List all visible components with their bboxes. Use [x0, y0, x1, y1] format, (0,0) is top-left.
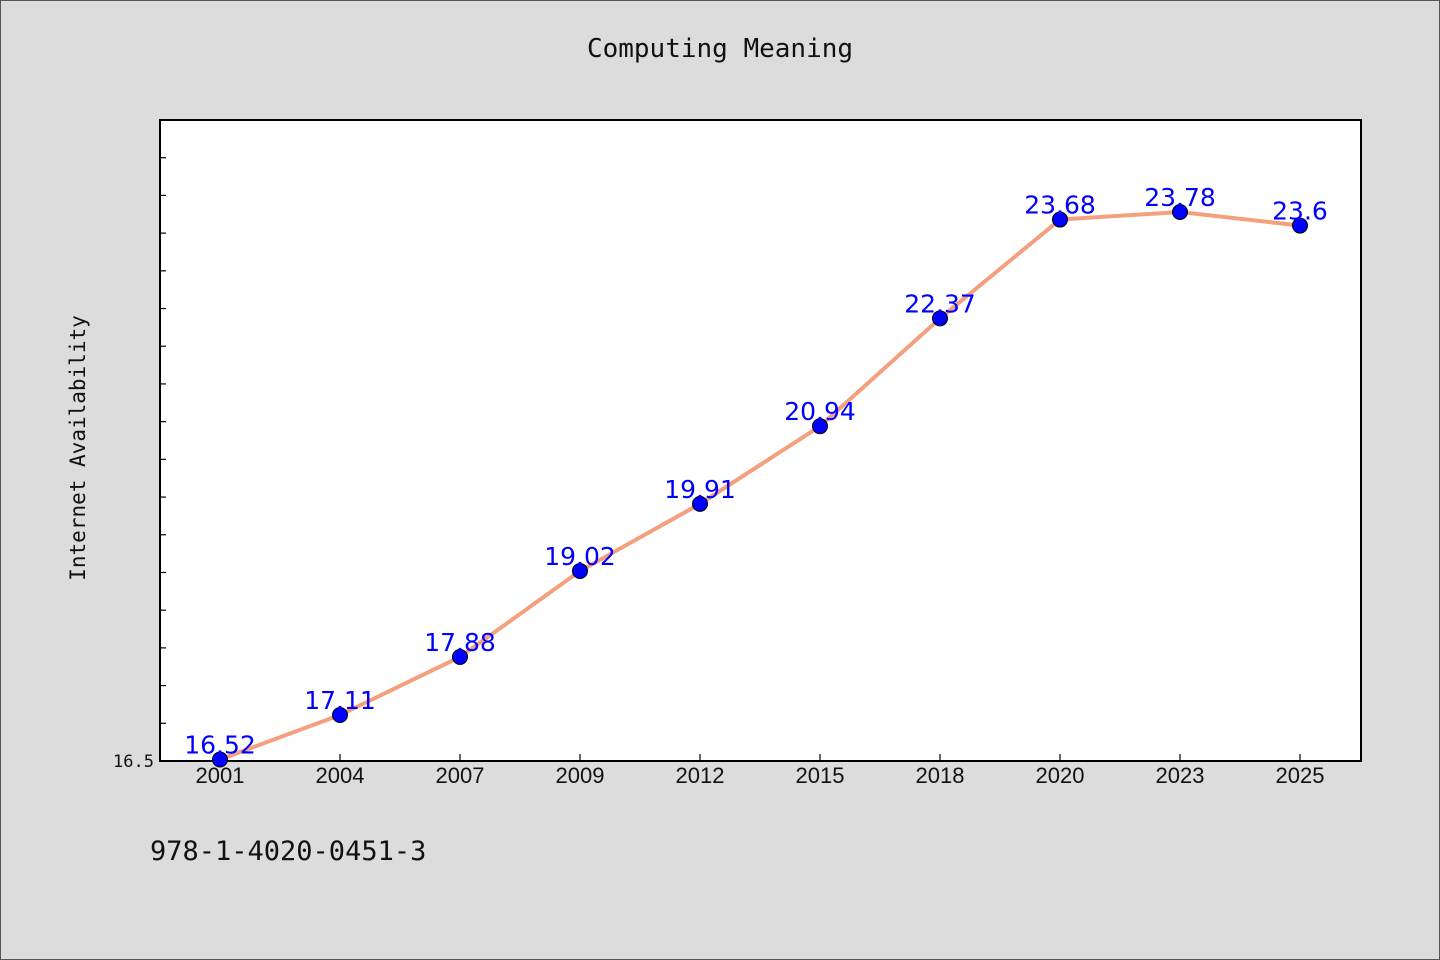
x-tick-label: 2020 — [1036, 763, 1085, 788]
series-line — [218, 210, 1302, 762]
footer-isbn: 978-1-4020-0451-3 — [150, 836, 427, 867]
x-tick-label: 2007 — [436, 763, 485, 788]
data-point — [812, 418, 828, 435]
plot-area — [159, 119, 1362, 762]
y-axis-ticks: 16.5 — [113, 119, 166, 772]
data-labels: 16.52 17.11 17.88 19.02 19.91 20.94 22.37 23.68… — [184, 183, 1328, 759]
data-point — [932, 310, 948, 327]
x-tick-label: 2009 — [556, 763, 605, 788]
data-label: 22.37 — [904, 289, 976, 318]
x-tick-label: 2023 — [1156, 763, 1205, 788]
y-tick-label: 16.5 — [113, 752, 154, 772]
data-label: 19.91 — [664, 475, 736, 504]
data-label: 20.94 — [784, 397, 856, 426]
data-point — [1172, 204, 1188, 221]
x-tick-label: 2015 — [796, 763, 845, 788]
data-point — [452, 648, 468, 665]
data-label: 23.78 — [1144, 183, 1216, 212]
data-label: 16.52 — [184, 730, 256, 759]
x-tick-label: 2018 — [916, 763, 965, 788]
x-tick-label: 2004 — [316, 763, 365, 788]
data-point — [1292, 217, 1308, 234]
data-point — [212, 751, 228, 768]
x-tick-label: 2025 — [1276, 763, 1325, 788]
data-point — [332, 706, 348, 723]
data-point — [1052, 211, 1068, 228]
data-label: 17.88 — [424, 628, 496, 657]
data-label: 17.11 — [304, 686, 376, 715]
data-point — [692, 495, 708, 512]
data-label: 23.6 — [1272, 197, 1328, 226]
series-markers — [212, 204, 1308, 768]
chart-title: Computing Meaning — [586, 34, 854, 64]
data-point — [572, 562, 588, 579]
x-tick-label: 2012 — [676, 763, 725, 788]
data-label: 23.68 — [1024, 191, 1096, 220]
data-label: 19.02 — [544, 542, 616, 571]
